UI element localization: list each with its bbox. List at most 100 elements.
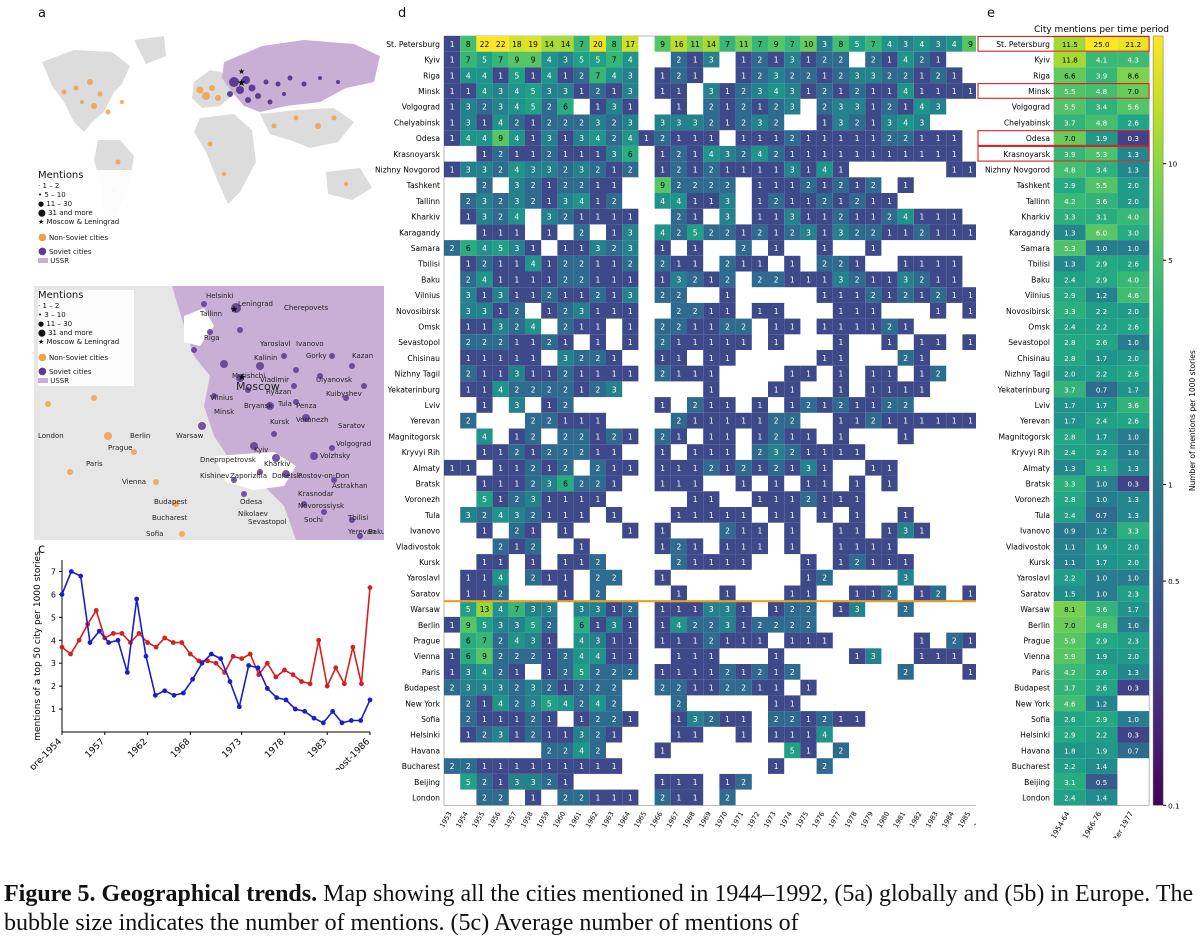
cell-value: 2 xyxy=(774,715,779,724)
data-point xyxy=(87,640,93,645)
heatmap-cell xyxy=(622,789,639,806)
heatmap-cell xyxy=(1117,51,1150,68)
heatmap-cell xyxy=(508,98,525,115)
heatmap-cell xyxy=(476,648,493,664)
row-highlight xyxy=(977,130,1150,146)
cell-value: 1 xyxy=(596,197,601,206)
heatmap-cell xyxy=(719,83,736,99)
data-point xyxy=(208,651,214,657)
heatmap-cell xyxy=(719,255,736,272)
cell-value: 1 xyxy=(725,165,730,174)
cell-value: 1 xyxy=(903,511,908,520)
heatmap-cell xyxy=(654,459,671,476)
cell-value: 2 xyxy=(920,228,925,237)
heatmap-cell xyxy=(606,287,623,303)
cell-value: 1 xyxy=(758,464,763,473)
heatmap-cell xyxy=(622,36,639,52)
cell-value: 3.7 xyxy=(1064,684,1075,693)
heatmap-cell xyxy=(865,145,882,162)
city-label: Penza xyxy=(296,402,317,410)
heatmap-cell xyxy=(832,381,849,398)
heatmap-cell xyxy=(768,224,785,241)
heatmap-cell xyxy=(492,302,509,319)
cell-value: 1.9 xyxy=(1096,134,1108,143)
cell-value: 1 xyxy=(693,417,698,426)
heatmap-cell xyxy=(573,271,590,288)
heatmap-cell xyxy=(865,554,882,570)
cell-value: 22 xyxy=(496,40,506,49)
heatmap-cell xyxy=(768,381,785,398)
heatmap-cell xyxy=(816,711,833,727)
cell-value: 1 xyxy=(709,307,714,316)
heatmap-cell xyxy=(589,287,606,303)
cell-value: 11 xyxy=(690,40,700,49)
cell-value: 3.6 xyxy=(1096,197,1108,206)
cell-value: 2 xyxy=(579,275,584,284)
heatmap-cell xyxy=(541,271,558,288)
cell-value: 1 xyxy=(660,668,665,677)
cell-value: 1 xyxy=(855,291,860,300)
heatmap-cell xyxy=(865,538,882,555)
data-point xyxy=(282,667,287,673)
row-label: Kursk xyxy=(419,558,440,567)
world-map-svg: ★ ★ xyxy=(42,36,380,232)
heatmap-cell xyxy=(849,318,866,335)
heatmap-cell xyxy=(541,98,558,115)
cell-value: 2 xyxy=(579,181,584,190)
heatmap-cell xyxy=(1117,271,1150,288)
heatmap-cell xyxy=(1117,601,1150,617)
heatmap-cell xyxy=(687,114,704,131)
heatmap-cell xyxy=(476,240,493,256)
heatmap-cell xyxy=(751,271,768,288)
heatmap-cell xyxy=(1054,130,1086,146)
heatmap-cell xyxy=(1054,318,1086,335)
heatmap-cell xyxy=(508,475,525,492)
heatmap-cell xyxy=(460,569,477,586)
heatmap-cell xyxy=(800,177,817,193)
cell-value: 3 xyxy=(515,511,520,520)
heatmap-cell xyxy=(476,98,493,115)
cell-value: 2 xyxy=(596,291,601,300)
cell-value: 1 xyxy=(903,432,908,441)
cell-value: 3 xyxy=(628,118,633,127)
heatmap-cell xyxy=(654,789,671,806)
heatmap-cell xyxy=(962,161,979,178)
europe-points: ★★ xyxy=(45,301,367,539)
heatmap-cell xyxy=(832,318,849,335)
cell-value: 1 xyxy=(741,621,746,630)
heatmap-cell xyxy=(1054,193,1086,209)
heatmap-cell xyxy=(687,507,704,523)
row-label: Prague xyxy=(413,636,440,645)
cell-value: 1 xyxy=(774,56,779,65)
cell-value: 0.7 xyxy=(1096,511,1107,520)
y-tick-label: 5 xyxy=(51,613,56,622)
cell-value: 2 xyxy=(498,636,503,645)
cell-value: 1 xyxy=(839,448,844,457)
heatmap-cell xyxy=(816,459,833,476)
heatmap-cell xyxy=(865,240,882,256)
city-point xyxy=(343,395,349,401)
cell-value: 25.0 xyxy=(1094,40,1110,49)
heatmap-cell xyxy=(444,679,461,696)
row-label: New York xyxy=(1015,699,1050,708)
cell-value: 8 xyxy=(612,40,617,49)
cell-value: 1 xyxy=(725,589,730,598)
heatmap-cell xyxy=(849,83,866,99)
heatmap-cell xyxy=(800,224,817,241)
heatmap-cell xyxy=(589,742,606,759)
heatmap-cell xyxy=(703,114,720,131)
heatmap-cell xyxy=(622,51,639,68)
cell-value: 1 xyxy=(660,746,665,755)
cell-value: 1 xyxy=(871,275,876,284)
heatmap-cell xyxy=(525,83,542,99)
cell-value: 2 xyxy=(579,71,584,80)
heatmap-cell xyxy=(1117,428,1150,445)
cell-value: 1 xyxy=(887,275,892,284)
cell-value: 3 xyxy=(498,322,503,331)
heatmap-cell xyxy=(962,36,979,52)
x-tick-label: pre-1954 xyxy=(30,737,64,770)
row-label: Bucharest xyxy=(402,762,440,771)
heatmap-cell xyxy=(1085,51,1118,68)
cell-value: 3 xyxy=(887,118,892,127)
cell-value: 1 xyxy=(806,197,811,206)
